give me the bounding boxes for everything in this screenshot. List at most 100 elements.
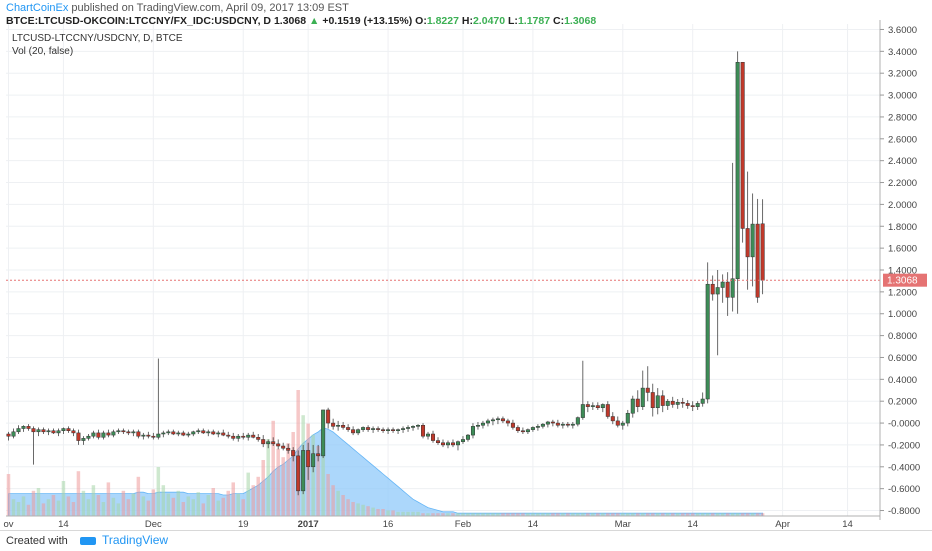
candle-body [690, 405, 695, 407]
volume-bar [121, 490, 126, 516]
candle-body [635, 398, 640, 407]
candle-body [21, 426, 26, 429]
candle-body [16, 428, 21, 433]
candle-body [416, 425, 421, 427]
x-tick-label: Mar [615, 519, 631, 530]
x-tick-label: 14 [842, 519, 853, 530]
candle-body [271, 441, 276, 445]
candle-body [445, 442, 450, 446]
volume-bar [51, 495, 56, 516]
volume-bar [536, 513, 540, 516]
y-tick-label: 2.2000 [888, 178, 917, 189]
volume-bar [116, 503, 121, 516]
candle-body [610, 416, 615, 422]
x-axis: ov 14 Dec 19 2017 16 Feb 14 Mar 14 Apr 14 [3, 515, 880, 530]
candle-body [505, 420, 510, 424]
volume-bar [151, 489, 156, 516]
volume-bar [266, 439, 270, 516]
volume-bar [501, 513, 505, 516]
candle-body [411, 426, 416, 428]
candle-body [431, 433, 436, 441]
candle-body [665, 400, 670, 406]
close-label: C: [552, 15, 565, 27]
volume-bar [611, 513, 615, 516]
candle-body [266, 441, 271, 445]
volume-bar [526, 513, 530, 516]
volume-bar [281, 457, 285, 516]
candle-body [396, 429, 401, 431]
candle-body [91, 432, 96, 437]
price-chart[interactable]: 3.6000 3.4000 3.2000 3.0000 2.8000 2.6000 2.40… [0, 0, 932, 530]
footer-bar: Created with TradingView [0, 530, 932, 551]
candle-body [640, 387, 645, 407]
volume-bar [41, 503, 46, 516]
tradingview-logo-icon [80, 536, 96, 545]
candle-body [296, 455, 301, 492]
volume-bar [96, 495, 101, 516]
candle-body [555, 422, 560, 426]
volume-bar [391, 510, 395, 516]
candle-body [386, 429, 391, 431]
volume-bar [436, 513, 440, 516]
volume-bar [286, 443, 290, 516]
volume-bar [601, 513, 605, 516]
candle-body [116, 430, 121, 433]
candle-body [376, 428, 381, 430]
volume-bar [695, 513, 700, 516]
candle-body [570, 423, 575, 426]
y-tick-label: 3.4000 [888, 47, 917, 58]
volume-bar [521, 513, 525, 516]
candle-body [485, 420, 490, 424]
y-tick-label: 2.8000 [888, 112, 917, 123]
candle-body [525, 429, 530, 433]
tradingview-brand[interactable]: TradingView [80, 533, 168, 547]
volume-bar [586, 513, 590, 516]
volume-bar [261, 460, 265, 516]
publish-header: ChartCoinEx published on TradingView.com… [6, 2, 349, 14]
candle-body [371, 428, 376, 430]
volume-bar [651, 513, 655, 516]
candle-body [465, 434, 470, 440]
volume-bar [201, 503, 206, 516]
candle-body [146, 434, 151, 437]
volume-bar [451, 513, 455, 516]
volume-bar [516, 513, 520, 516]
candle-body [565, 423, 570, 426]
volume-bar [735, 513, 740, 516]
y-tick-label: 3.6000 [888, 25, 917, 36]
volume-bar [710, 513, 715, 516]
x-tick-label: 14 [687, 519, 698, 530]
candle-body [171, 431, 176, 435]
volume-bar [381, 509, 385, 516]
candle-body [351, 429, 356, 434]
candle-body [86, 435, 91, 439]
candle-body [106, 432, 111, 436]
volume-bar [421, 513, 425, 516]
candle-body [470, 426, 475, 436]
volume-bar [431, 513, 435, 516]
volume-bar [621, 513, 625, 516]
candle-body [151, 435, 156, 438]
candle-body [286, 447, 291, 451]
x-tick-label: Feb [455, 519, 471, 530]
volume-bar [471, 513, 475, 516]
volume-bar [6, 474, 11, 516]
x-tick-label: 16 [383, 519, 394, 530]
candle-body [450, 442, 455, 446]
volume-bar [161, 485, 166, 516]
last-price: 1.3068 [273, 15, 307, 27]
candle-body [381, 429, 386, 431]
volume-bar [571, 513, 575, 516]
candle-body [620, 422, 625, 426]
candle-body [26, 426, 31, 429]
candle-body [520, 430, 525, 433]
y-tick-label: 0.4000 [888, 375, 917, 386]
y-tick-label: 2.6000 [888, 134, 917, 145]
candle-body [745, 228, 750, 258]
candle-body [441, 442, 445, 446]
candle-body [730, 278, 735, 298]
author-link[interactable]: ChartCoinEx [6, 2, 69, 14]
high-value: 2.0470 [472, 15, 506, 27]
volume-bar [276, 448, 280, 516]
last-price-tag: 1.3068 [883, 273, 927, 287]
